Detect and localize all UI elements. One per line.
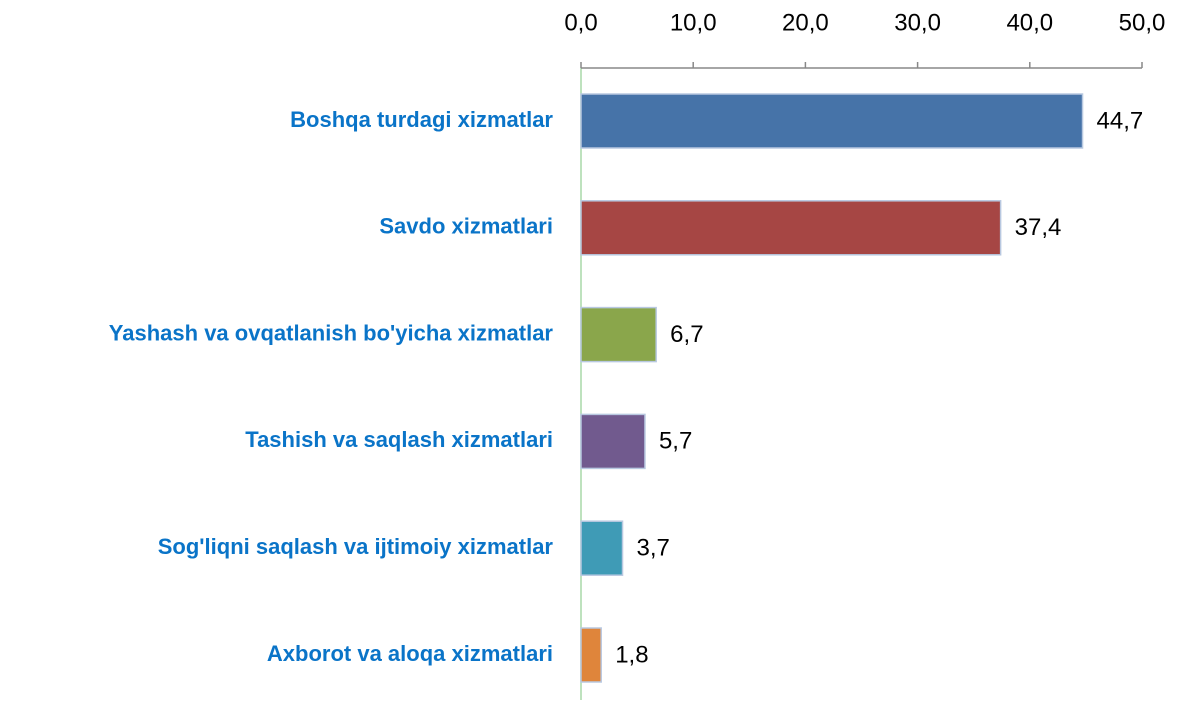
category-label: Yashash va ovqatlanish bo'yicha xizmatla…: [109, 320, 554, 345]
x-tick-label: 0,0: [564, 9, 597, 36]
x-tick-label: 30,0: [894, 9, 941, 36]
x-tick-label: 10,0: [670, 9, 717, 36]
bar: [580, 306, 657, 363]
category-label: Tashish va saqlash xizmatlari: [245, 427, 553, 452]
bar: [580, 627, 602, 683]
data-label: 5,7: [659, 428, 692, 455]
data-label: 1,8: [615, 641, 648, 668]
data-label: 37,4: [1015, 214, 1062, 241]
data-label: 44,7: [1097, 107, 1144, 134]
bar: [580, 413, 646, 470]
category-label: Boshqa turdagi xizmatlar: [290, 107, 553, 132]
category-label: Savdo xizmatlari: [379, 214, 553, 239]
x-tick-label: 20,0: [782, 9, 829, 36]
category-label: Sog'liqni saqlash va ijtimoiy xizmatlar: [158, 534, 554, 559]
bar: [580, 200, 1002, 256]
x-tick-label: 40,0: [1006, 9, 1053, 36]
category-label: Axborot va aloqa xizmatlari: [267, 641, 553, 666]
data-label: 3,7: [637, 535, 670, 562]
bar: [580, 520, 624, 576]
data-label: 6,7: [670, 321, 703, 348]
x-tick-label: 50,0: [1119, 9, 1166, 36]
bar: [580, 93, 1084, 149]
